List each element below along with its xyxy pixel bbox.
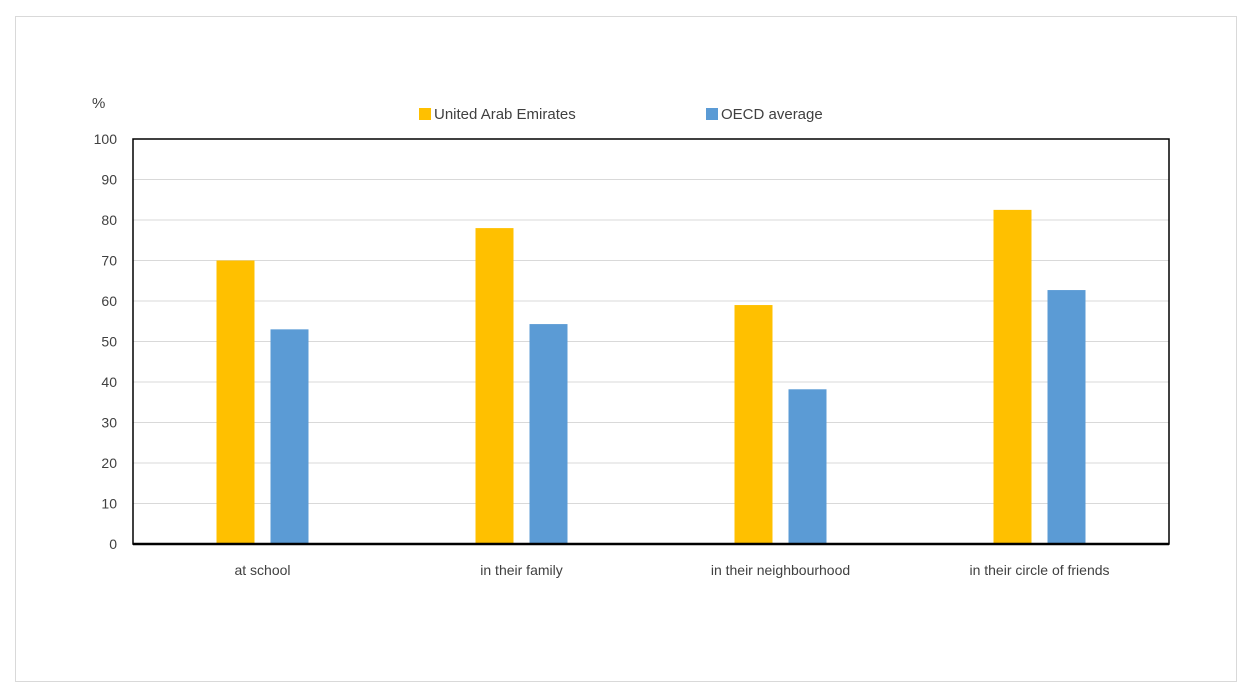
legend-label: OECD average xyxy=(721,106,823,123)
bar-series-2 xyxy=(529,324,568,544)
bars xyxy=(216,209,1086,544)
bar-series-2 xyxy=(1047,290,1086,544)
y-tick-label: 60 xyxy=(101,293,117,309)
legend: United Arab Emirates OECD average xyxy=(419,106,823,123)
bar-series-2 xyxy=(788,389,827,544)
x-tick-label: at school xyxy=(234,562,290,578)
y-axis-ticks: 0 10 20 30 40 50 60 70 80 90 100 xyxy=(94,131,118,552)
y-axis-label: % xyxy=(92,95,105,112)
legend-swatch xyxy=(706,108,718,120)
legend-label: United Arab Emirates xyxy=(434,106,576,123)
x-tick-label: in their neighbourhood xyxy=(711,562,850,578)
y-tick-label: 50 xyxy=(101,334,117,350)
y-tick-label: 10 xyxy=(101,496,117,512)
y-tick-label: 100 xyxy=(94,131,118,147)
bar-series-2 xyxy=(270,329,309,544)
y-tick-label: 80 xyxy=(101,212,117,228)
x-tick-label: in their circle of friends xyxy=(969,562,1109,578)
x-tick-label: in their family xyxy=(480,562,562,578)
bar-series-1 xyxy=(475,228,514,544)
x-axis-ticks: at school in their family in their neighbo… xyxy=(234,562,1109,578)
y-tick-label: 30 xyxy=(101,415,117,431)
bar-series-1 xyxy=(216,260,255,544)
y-tick-label: 0 xyxy=(109,536,117,552)
y-tick-label: 40 xyxy=(101,374,117,390)
y-tick-label: 70 xyxy=(101,253,117,269)
bar-series-1 xyxy=(734,305,773,544)
bar-series-1 xyxy=(993,209,1032,544)
y-tick-label: 20 xyxy=(101,455,117,471)
legend-swatch xyxy=(419,108,431,120)
y-tick-label: 90 xyxy=(101,172,117,188)
